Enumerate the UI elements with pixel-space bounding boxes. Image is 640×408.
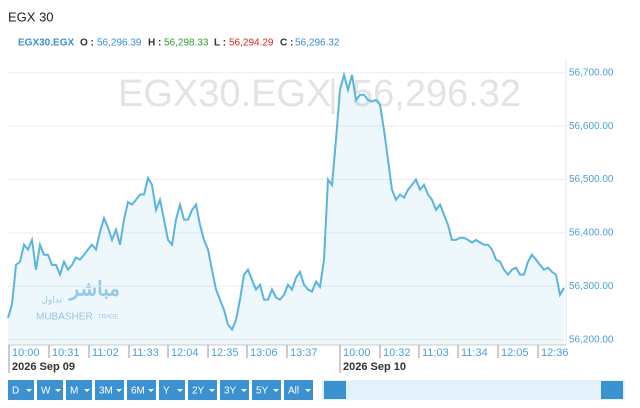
x-tick-label: 10:00 bbox=[343, 347, 371, 359]
range-button[interactable]: All bbox=[284, 380, 313, 400]
y-tick-label: 56,300.00 bbox=[569, 281, 614, 292]
dropdown-arrow[interactable] bbox=[273, 389, 279, 392]
y-tick-label: 56,500.00 bbox=[569, 174, 614, 185]
x-tick-label: 12:36 bbox=[541, 347, 569, 359]
x-tick-label: 11:03 bbox=[422, 347, 449, 359]
range-button-bg[interactable] bbox=[66, 380, 92, 400]
dropdown-arrow[interactable] bbox=[209, 389, 215, 392]
range-button-label[interactable]: 5Y bbox=[256, 386, 269, 397]
x-tick-label: 11:02 bbox=[92, 347, 119, 359]
symbol: EGX30.EGX bbox=[18, 38, 74, 49]
x-tick-label: 12:05 bbox=[501, 347, 529, 359]
range-button-label[interactable]: All bbox=[288, 386, 299, 397]
title: EGX 30 bbox=[8, 9, 54, 24]
x-tick-label: 11:34 bbox=[461, 347, 488, 359]
dropdown-arrow[interactable] bbox=[116, 389, 122, 392]
logo-sub: TRADE bbox=[98, 315, 118, 321]
range-button[interactable]: D bbox=[8, 380, 34, 400]
dropdown-arrow[interactable] bbox=[55, 389, 61, 392]
x-tick-label: 12:35 bbox=[211, 347, 239, 359]
range-button-label[interactable]: W bbox=[41, 386, 51, 397]
x-tick-label: 10:32 bbox=[383, 347, 411, 359]
high-label: H : bbox=[148, 38, 161, 49]
range-button-label[interactable]: 6M bbox=[131, 386, 145, 397]
scrollbar-track[interactable] bbox=[322, 380, 625, 400]
range-button-bg[interactable] bbox=[284, 380, 313, 400]
range-button-bg[interactable] bbox=[188, 380, 217, 400]
watermark-symbol: EGX30.EGX bbox=[118, 73, 331, 115]
high-value: 56,298.33 bbox=[164, 38, 209, 49]
range-button-label[interactable]: 3Y bbox=[224, 386, 237, 397]
low-label: L : bbox=[214, 38, 226, 49]
logo-name: MUBASHER bbox=[36, 312, 93, 323]
date-label: 2026 Sep 10 bbox=[343, 361, 406, 373]
range-button-bg[interactable] bbox=[8, 380, 34, 400]
range-button-label[interactable]: D bbox=[12, 386, 19, 397]
range-button[interactable]: M bbox=[66, 380, 92, 400]
y-tick-label: 56,700.00 bbox=[569, 67, 614, 78]
x-tick-label: 10:00 bbox=[12, 347, 40, 359]
range-button[interactable]: 2Y bbox=[188, 380, 217, 400]
range-button-bg[interactable] bbox=[95, 380, 124, 400]
range-button-label[interactable]: Y bbox=[163, 386, 170, 397]
range-button[interactable]: 6M bbox=[127, 380, 156, 400]
range-button[interactable]: 5Y bbox=[252, 380, 281, 400]
x-tick-label: 10:31 bbox=[52, 347, 80, 359]
dropdown-arrow[interactable] bbox=[84, 389, 90, 392]
range-button[interactable]: 3M bbox=[95, 380, 124, 400]
range-button-bg[interactable] bbox=[220, 380, 249, 400]
watermark-separator: | bbox=[328, 73, 338, 115]
x-tick-label: 13:37 bbox=[290, 347, 318, 359]
y-tick-label: 56,400.00 bbox=[569, 228, 614, 239]
dropdown-arrow[interactable] bbox=[241, 389, 247, 392]
logo: مباشر تداول MUBASHER TRADE bbox=[36, 278, 120, 322]
dropdown-arrow[interactable] bbox=[305, 389, 311, 392]
date-label: 2026 Sep 09 bbox=[12, 361, 75, 373]
area-fill bbox=[8, 74, 564, 346]
low-value: 56,294.29 bbox=[229, 38, 274, 49]
range-button[interactable]: Y bbox=[159, 380, 185, 400]
logo-arabic-sub: تداول bbox=[41, 294, 62, 305]
open-value: 56,296.39 bbox=[97, 38, 142, 49]
x-tick-label: 11:33 bbox=[132, 347, 159, 359]
range-button-bg[interactable] bbox=[37, 380, 63, 400]
open-label: O : bbox=[80, 38, 94, 49]
range-button-bg[interactable] bbox=[252, 380, 281, 400]
dropdown-arrow[interactable] bbox=[148, 389, 154, 392]
close-value: 56,296.32 bbox=[295, 38, 340, 49]
y-tick-label: 56,200.00 bbox=[569, 334, 614, 345]
range-button[interactable]: W bbox=[37, 380, 63, 400]
price-line bbox=[7, 71, 565, 332]
range-button[interactable]: 3Y bbox=[220, 380, 249, 400]
range-button-bg[interactable] bbox=[159, 380, 185, 400]
logo-arabic: مباشر bbox=[67, 278, 120, 301]
y-tick-label: 56,600.00 bbox=[569, 121, 614, 132]
dropdown-arrow[interactable] bbox=[177, 389, 183, 392]
range-button-label[interactable]: M bbox=[70, 386, 78, 397]
range-button-bg[interactable] bbox=[127, 380, 156, 400]
scrollbar-handle[interactable] bbox=[601, 381, 623, 399]
close-label: C : bbox=[280, 38, 293, 49]
x-tick-label: 12:04 bbox=[171, 347, 199, 359]
watermark: EGX30.EGX | 56,296.32 bbox=[118, 73, 521, 115]
scrollbar-handle[interactable] bbox=[324, 381, 346, 399]
range-button-label[interactable]: 2Y bbox=[192, 386, 205, 397]
range-button-label[interactable]: 3M bbox=[99, 386, 113, 397]
x-tick-label: 13:06 bbox=[250, 347, 278, 359]
dropdown-arrow[interactable] bbox=[26, 389, 32, 392]
